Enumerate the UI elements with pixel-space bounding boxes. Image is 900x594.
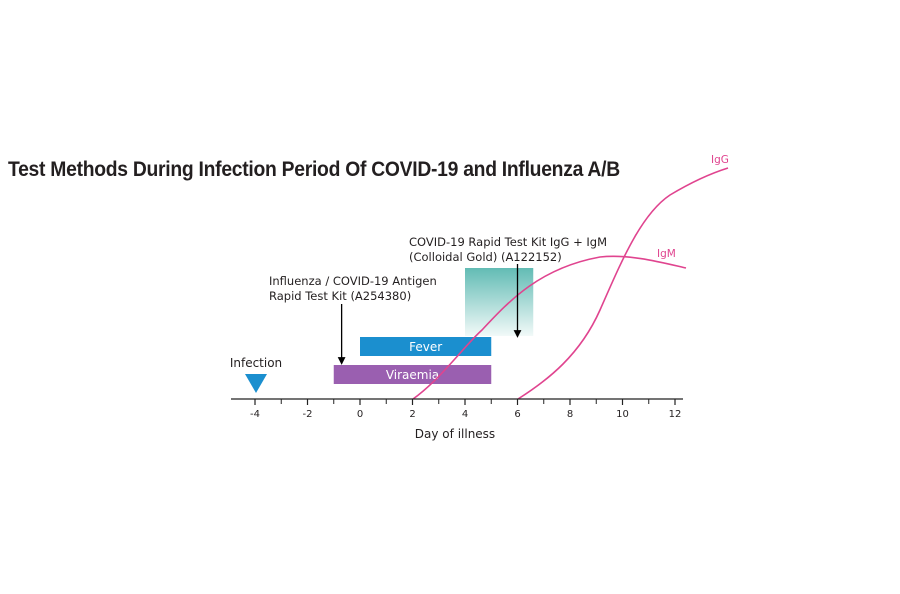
x-tick-label: 6 xyxy=(514,409,520,420)
x-tick-label: 10 xyxy=(616,409,629,420)
x-axis-label: Day of illness xyxy=(415,427,495,441)
page-title: Test Methods During Infection Period Of … xyxy=(8,158,620,181)
igg-label: IgG xyxy=(711,154,729,166)
fever-bar-label: Fever xyxy=(409,340,442,354)
antigen-test-label-line2: Rapid Test Kit (A254380) xyxy=(269,289,411,303)
x-tick-label: 2 xyxy=(409,409,415,420)
fever-bar xyxy=(360,337,492,356)
infection-triangle-icon xyxy=(245,374,267,393)
igg-curve xyxy=(517,167,729,400)
x-axis: -4 -2 0 2 4 6 8 10 12 xyxy=(231,398,683,420)
viraemia-bar xyxy=(333,365,492,384)
igm-curve xyxy=(412,255,687,400)
infection-label: Infection xyxy=(230,356,282,370)
antigen-test-label-line1: Influenza / COVID-19 Antigen xyxy=(269,274,437,288)
antibody-detection-window xyxy=(465,268,534,336)
x-tick-label: 8 xyxy=(567,409,573,420)
x-tick-label: 4 xyxy=(462,409,468,420)
x-tick-label: -2 xyxy=(303,409,313,420)
x-tick-label: 0 xyxy=(357,409,363,420)
viraemia-bar-label: Viraemia xyxy=(386,368,439,382)
igm-label: IgM xyxy=(657,248,676,260)
antibody-test-label-line1: COVID-19 Rapid Test Kit IgG + IgM xyxy=(409,235,607,249)
symptom-bars: Fever Viraemia xyxy=(333,337,492,384)
x-tick-label: 12 xyxy=(669,409,682,420)
x-tick-label: -4 xyxy=(250,409,260,420)
antibody-test-label-line2: (Colloidal Gold) (A122152) xyxy=(409,250,562,264)
